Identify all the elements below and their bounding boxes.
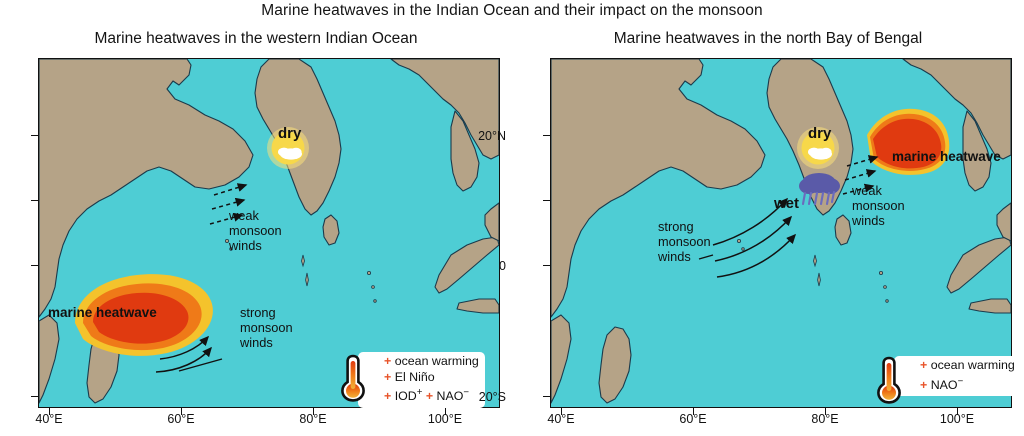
legend-sign: + <box>920 358 928 372</box>
legend-entry-ocean-warming-right: + ocean warming <box>920 358 1015 374</box>
x-tick-label-60e-left: 60°E <box>167 412 195 426</box>
strong-wind-label-right-line1: strong <box>658 219 694 234</box>
figure-title: Marine heatwaves in the Indian Ocean and… <box>261 2 763 19</box>
weak-wind-label-right-line3: winds <box>852 213 885 228</box>
strong-wind-label-left-line3: winds <box>240 335 273 350</box>
x-tick-label-40e-left: 40°E <box>35 412 63 426</box>
weak-wind-label-left-line1: weak <box>229 208 259 223</box>
legend-sign-2: + <box>425 389 434 404</box>
strong-wind-leader-left <box>178 358 223 372</box>
legend-entry-el-nino-left: + El Niño <box>384 370 479 386</box>
x-tick-label-100e-left: 100°E <box>427 412 463 426</box>
wet-label-right: wet <box>774 195 800 212</box>
strong-wind-arrows-left <box>155 335 212 373</box>
panel-north-bay-of-bengal: Marine heatwaves in the north Bay of Ben… <box>478 0 1024 436</box>
strong-wind-label-left-line1: strong <box>240 305 276 320</box>
weak-wind-arrows-right <box>842 155 879 195</box>
x-tick-80e-left <box>313 408 315 415</box>
heatwave-blob-right <box>867 108 950 175</box>
panel-western-indian-ocean: Marine heatwaves in the western Indian O… <box>31 30 500 426</box>
weak-wind-arrows-left <box>209 183 248 225</box>
legend-sign: + <box>384 369 392 384</box>
panel-title-right: Marine heatwaves in the north Bay of Ben… <box>613 30 923 47</box>
y-tick-20n-left <box>31 135 38 137</box>
x-tick-60e-left <box>181 408 183 415</box>
legend-entry-iod-nao-left: + IOD+ + NAO− <box>384 385 479 405</box>
legend-text: IOD <box>394 389 417 404</box>
y-tick-10n-left <box>31 200 38 202</box>
legend-entry-nao-right: + NAO− <box>920 374 1015 394</box>
legend-sign: + <box>384 389 392 404</box>
thermometer-icon-right <box>877 356 901 404</box>
sun-icon-right <box>797 127 839 169</box>
x-tick-label-80e-left: 80°E <box>299 412 327 426</box>
map-canvas-right <box>550 58 1012 408</box>
y-tick-0-right <box>543 265 550 267</box>
legend-sign: + <box>920 377 928 392</box>
legend-superscript: + <box>416 387 423 398</box>
x-tick-60e-right <box>693 408 695 415</box>
legend-sign: + <box>384 354 392 368</box>
strong-wind-label-left-line2: monsoon <box>240 320 293 335</box>
weak-wind-label-right-line1: weak <box>852 183 882 198</box>
x-tick-label-60e-right: 60°E <box>679 412 707 426</box>
map-canvas-left <box>38 58 500 408</box>
x-tick-label-100e-right: 100°E <box>939 412 975 426</box>
y-tick-10n-right <box>543 200 550 202</box>
x-tick-label-40e-right: 40°E <box>547 412 575 426</box>
x-tick-label-80e-right: 80°E <box>811 412 839 426</box>
legend-text: ocean warming <box>394 354 479 368</box>
panel-title-left: Marine heatwaves in the western Indian O… <box>94 30 418 47</box>
legend-text-2: NAO <box>436 389 464 404</box>
y-tick-20n-right <box>543 135 550 137</box>
rain-cloud-icon-right <box>799 173 840 206</box>
x-tick-100e-left <box>445 408 447 415</box>
legend-entry-ocean-warming-left: + ocean warming <box>384 354 479 370</box>
legend-text: NAO <box>930 377 958 392</box>
legend-right: + ocean warming + NAO− <box>894 356 1021 397</box>
y-tick-20s-left <box>31 396 38 398</box>
weak-wind-label-right-line2: monsoon <box>852 198 905 213</box>
dry-label-right: dry <box>808 125 832 142</box>
heatwave-blob-left <box>75 274 213 356</box>
legend-text: El Niño <box>394 369 435 384</box>
legend-superscript-2: − <box>463 387 470 398</box>
x-tick-100e-right <box>957 408 959 415</box>
legend-left: + ocean warming + El Niño + IOD+ + NAO− <box>358 352 485 408</box>
x-tick-40e-left <box>49 408 51 415</box>
legend-superscript: − <box>957 375 964 387</box>
strong-wind-label-right-line3: winds <box>658 249 691 264</box>
heatwave-label-right: marine heatwave <box>892 149 1001 164</box>
y-tick-label-20n-right: 20°N <box>478 129 506 143</box>
strong-wind-label-right-line2: monsoon <box>658 234 711 249</box>
y-tick-0-left <box>31 265 38 267</box>
legend-text: ocean warming <box>930 358 1015 372</box>
thermometer-icon-left <box>341 354 365 402</box>
dry-label-left: dry <box>278 125 302 142</box>
strong-wind-leader-right <box>698 254 714 260</box>
x-tick-80e-right <box>825 408 827 415</box>
strong-wind-arrows-right <box>712 197 797 278</box>
sun-icon-left <box>267 127 309 169</box>
weak-wind-label-left-line2: monsoon <box>229 223 282 238</box>
y-tick-label-0-right: 0 <box>499 259 506 273</box>
y-tick-label-20s-right: 20°S <box>478 390 506 404</box>
x-tick-40e-right <box>561 408 563 415</box>
heatwave-label-left: marine heatwave <box>48 305 157 320</box>
weak-wind-label-left-line3: winds <box>229 238 262 253</box>
y-tick-20s-right <box>543 396 550 398</box>
